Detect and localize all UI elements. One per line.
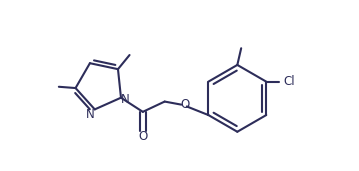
Text: Cl: Cl [284,75,295,88]
Text: N: N [121,93,130,106]
Text: N: N [86,108,94,121]
Text: O: O [180,98,189,111]
Text: O: O [138,130,148,143]
